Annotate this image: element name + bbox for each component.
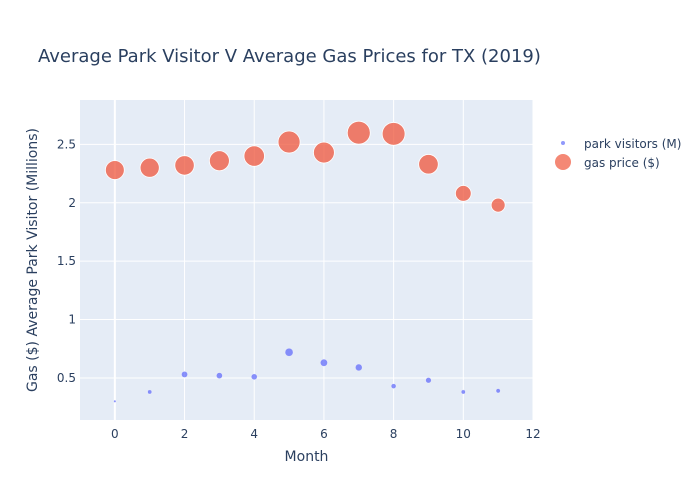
data-point-gas-price[interactable]: [243, 145, 265, 167]
x-tick-label: 12: [525, 427, 540, 441]
tick-labels: 0 2 4 6 8 10 12 0.5 1 1.5 2 2.5: [57, 137, 541, 441]
y-tick-label: 2.5: [57, 137, 76, 151]
data-point-park-visitors-m[interactable]: [216, 372, 223, 379]
y-tick-label: 0.5: [57, 371, 76, 385]
y-tick-label: 1.5: [57, 254, 76, 268]
data-point-gas-price[interactable]: [418, 154, 439, 175]
data-point-gas-price[interactable]: [455, 185, 472, 202]
x-tick-label: 0: [111, 427, 119, 441]
data-point-gas-price[interactable]: [104, 160, 125, 180]
data-point-park-visitors-m[interactable]: [425, 377, 432, 384]
data-point-gas-price[interactable]: [208, 150, 230, 172]
x-tick-label: 4: [250, 427, 258, 441]
data-point-park-visitors-m[interactable]: [147, 389, 152, 395]
data-point-gas-price[interactable]: [490, 197, 506, 213]
data-point-park-visitors-m[interactable]: [284, 348, 294, 357]
legend-marker-park-visitors: [561, 141, 565, 145]
data-point-park-visitors-m[interactable]: [113, 399, 117, 403]
data-markers: [104, 120, 506, 403]
legend[interactable]: park visitors (M) gas price ($): [555, 137, 681, 170]
data-point-park-visitors-m[interactable]: [320, 359, 328, 367]
y-axis-label: Gas ($) Average Park Visitor (Millions): [25, 128, 41, 392]
x-tick-label: 6: [320, 427, 328, 441]
data-point-park-visitors-m[interactable]: [181, 371, 188, 378]
data-point-park-visitors-m[interactable]: [495, 388, 501, 394]
x-tick-label: 8: [390, 427, 398, 441]
data-point-gas-price[interactable]: [139, 157, 160, 178]
x-tick-label: 2: [181, 427, 189, 441]
chart-title: Average Park Visitor V Average Gas Price…: [38, 46, 541, 67]
y-tick-label: 1: [68, 313, 76, 327]
data-point-gas-price[interactable]: [381, 122, 406, 146]
data-point-gas-price[interactable]: [174, 155, 195, 176]
plot-background: [80, 100, 533, 420]
data-point-gas-price[interactable]: [277, 130, 301, 154]
data-point-park-visitors-m[interactable]: [391, 383, 397, 389]
legend-label-park-visitors: park visitors (M): [584, 137, 681, 151]
data-point-park-visitors-m[interactable]: [251, 373, 258, 380]
x-tick-label: 10: [456, 427, 471, 441]
legend-marker-gas-price: [555, 154, 571, 170]
data-point-gas-price[interactable]: [313, 141, 335, 164]
data-point-gas-price[interactable]: [346, 120, 371, 145]
data-point-park-visitors-m[interactable]: [461, 389, 466, 395]
legend-label-gas-price: gas price ($): [584, 156, 660, 170]
y-tick-label: 2: [68, 196, 76, 210]
data-point-park-visitors-m[interactable]: [355, 363, 363, 371]
x-axis-label: Month: [285, 449, 329, 465]
